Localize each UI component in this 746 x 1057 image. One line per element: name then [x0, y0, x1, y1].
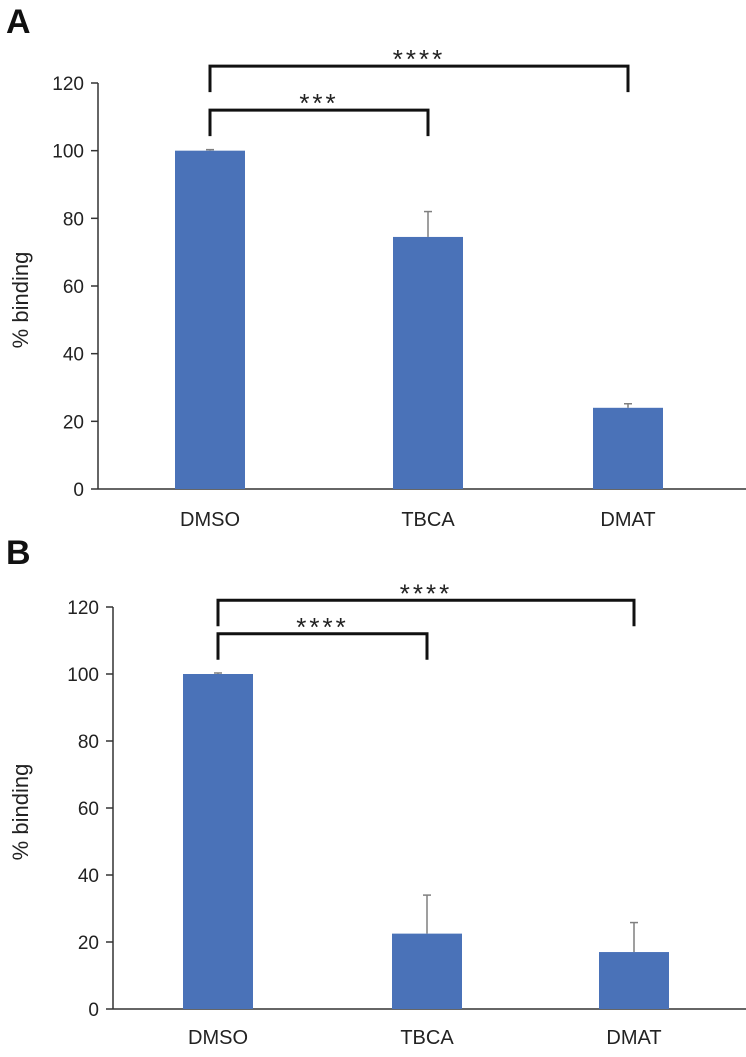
significance-label-2: **** [393, 44, 445, 74]
y-tick-label: 120 [52, 74, 84, 95]
bar-dmso [183, 674, 253, 1009]
y-tick-label: 60 [78, 799, 99, 820]
panel-letter: A [6, 3, 31, 41]
category-label-dmat: DMAT [600, 509, 655, 531]
y-tick-label: 0 [73, 480, 84, 501]
y-tick-label: 60 [63, 277, 84, 298]
category-label-dmso: DMSO [180, 509, 240, 531]
bar-tbca [392, 933, 462, 1009]
bar-tbca [393, 236, 463, 489]
significance-label-2: **** [400, 578, 452, 608]
category-label-tbca: TBCA [401, 509, 455, 531]
significance-bracket-2 [208, 64, 630, 93]
bar-dmat [599, 952, 669, 1009]
y-tick-label: 120 [67, 598, 99, 619]
bar-dmat [593, 407, 663, 489]
y-axis-title: % binding [8, 252, 33, 349]
significance-bracket-1 [216, 632, 429, 660]
y-tick-label: 20 [63, 412, 84, 433]
panel-letter: B [6, 534, 31, 572]
y-tick-label: 80 [63, 209, 84, 230]
y-tick-label: 40 [78, 866, 99, 887]
category-label-tbca: TBCA [400, 1027, 454, 1049]
y-axis-title: % binding [8, 764, 33, 861]
y-tick-label: 40 [63, 345, 84, 366]
y-tick-label: 0 [88, 1000, 99, 1021]
y-tick-label: 100 [52, 142, 84, 163]
bar-dmso [175, 150, 245, 489]
significance-label-1: **** [296, 612, 348, 642]
panel-b: B % binding 0 20 40 60 80 100 120 DMSO TBCA DMAT ***… [6, 534, 746, 1049]
y-tick-label: 80 [78, 732, 99, 753]
y-tick-label: 20 [78, 933, 99, 954]
category-label-dmat: DMAT [606, 1027, 661, 1049]
significance-bracket-2 [216, 598, 636, 627]
significance-bracket-1 [208, 108, 430, 137]
category-label-dmso: DMSO [188, 1027, 248, 1049]
y-tick-label: 100 [67, 665, 99, 686]
significance-label-1: *** [299, 88, 338, 118]
panel-a: A % binding 0 20 40 60 80 100 120 DMSO TBCA DMAT ***… [6, 3, 746, 531]
